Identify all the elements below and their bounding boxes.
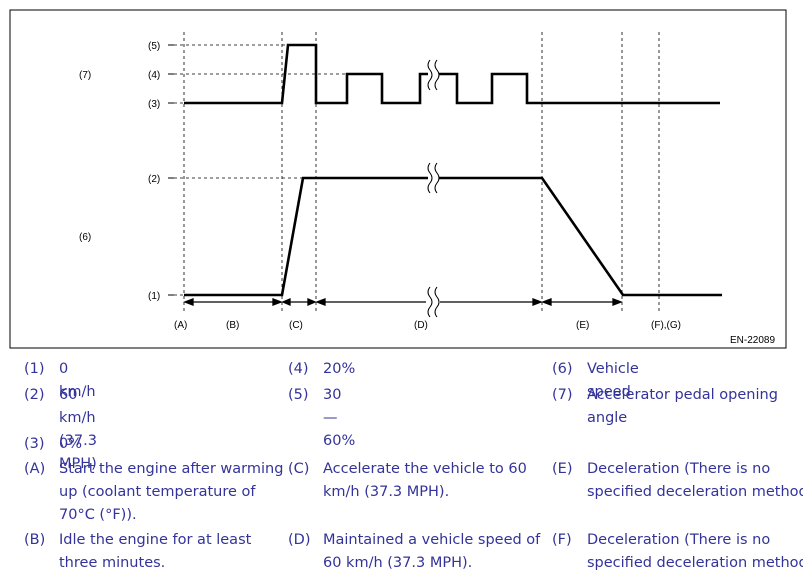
legend-text: angle xyxy=(587,410,628,426)
label-3: (3) xyxy=(148,99,160,110)
break-symbols xyxy=(427,59,440,318)
legend-key: (D) xyxy=(288,532,311,548)
legend-key: (7) xyxy=(552,387,573,403)
legend-text: specified deceleration method) xyxy=(587,484,803,500)
legend-text: 70°C (°F)). xyxy=(59,507,137,523)
legend-text: Accelerator pedal opening xyxy=(587,387,778,403)
legend-text: Idle the engine for at least xyxy=(59,532,252,548)
label-7: (7) xyxy=(79,70,91,81)
legend-text: 30 — 60% xyxy=(323,387,356,449)
legend-key: (4) xyxy=(288,361,309,377)
legend-key: (3) xyxy=(24,436,45,452)
legend-text: km/h (37.3 MPH). xyxy=(323,484,450,500)
legend-key: (A) xyxy=(24,461,46,477)
phase-lines xyxy=(183,32,660,312)
legend-key: (1) xyxy=(24,361,45,377)
legend-text: up (coolant temperature of xyxy=(59,484,256,500)
label-2: (2) xyxy=(148,174,160,185)
legend-text: 0% xyxy=(59,436,83,452)
legend-key: (E) xyxy=(552,461,573,477)
legend-text: 0 km/h xyxy=(59,361,96,400)
legend-key: (F) xyxy=(552,532,572,548)
label-6: (6) xyxy=(79,232,91,243)
legend-text: 60 km/h (37.3 MPH). xyxy=(323,555,473,571)
label-a: (A) xyxy=(174,320,187,331)
accelerator-trace xyxy=(184,43,720,105)
label-c: (C) xyxy=(289,320,303,331)
legend-text: Accelerate the vehicle to 60 xyxy=(323,461,527,477)
legend: (1) 0 km/h (2) 60 km/h (37.3 MPH) (3) 0%… xyxy=(0,358,803,580)
label-b: (B) xyxy=(226,320,239,331)
legend-text: Deceleration (There is no xyxy=(587,532,771,548)
legend-text: Vehicle speed xyxy=(587,361,639,400)
legend-text: Maintained a vehicle speed of xyxy=(323,532,541,548)
legend-text: Start the engine after warming xyxy=(59,461,284,477)
legend-text: three minutes. xyxy=(59,555,166,571)
legend-text: specified deceleration method) xyxy=(587,555,803,571)
legend-key: (5) xyxy=(288,387,309,403)
timing-diagram: (5) (4) (3) (2) (1) (7) (6) (A) (B) (C) … xyxy=(9,9,787,349)
y-ticks xyxy=(168,44,174,296)
label-fg: (F),(G) xyxy=(651,320,681,331)
vehicle-speed-trace xyxy=(184,176,722,297)
interval-arrows xyxy=(183,298,623,306)
label-4: (4) xyxy=(148,70,160,81)
legend-key: (C) xyxy=(288,461,310,477)
legend-text: Deceleration (There is no xyxy=(587,461,771,477)
label-1: (1) xyxy=(148,291,160,302)
legend-key: (6) xyxy=(552,361,573,377)
legend-key: (2) xyxy=(24,387,45,403)
label-5: (5) xyxy=(148,41,160,52)
legend-key: (B) xyxy=(24,532,46,548)
figure-code: EN-22089 xyxy=(730,335,775,346)
label-d: (D) xyxy=(414,320,428,331)
label-e: (E) xyxy=(576,320,589,331)
legend-text: 20% xyxy=(323,361,356,377)
legend-text: 60 km/h (37.3 MPH) xyxy=(59,387,97,472)
